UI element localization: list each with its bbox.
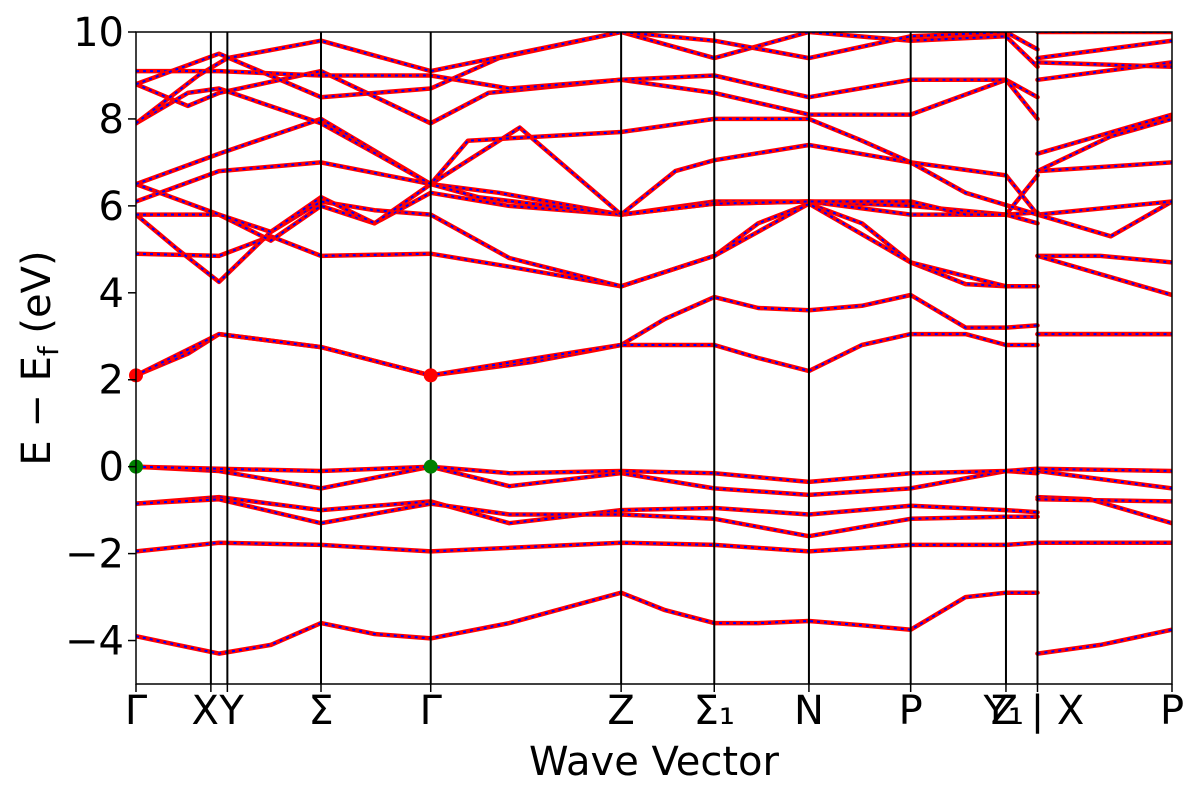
band-11-segment-2: [1035, 199, 1172, 239]
band-9-segment-2: [1035, 253, 1172, 265]
band-line-overlay: [1037, 628, 1172, 655]
x-tick-label: Σ: [308, 688, 333, 734]
band-line-overlay: [1037, 200, 1172, 216]
x-tick-label: Γ: [420, 688, 443, 734]
band-6-segment-2: [1035, 466, 1172, 474]
cbm-marker: [423, 368, 438, 383]
band-14-segment-1: [136, 116, 1040, 217]
y-axis-ticks: −4 −2 0 2 4 6 8 10: [65, 10, 136, 665]
band-line-overlay: [136, 32, 1039, 99]
band-14-segment-2: [1035, 116, 1172, 174]
band-line-overlay: [1037, 498, 1172, 503]
band-line: [1035, 253, 1172, 265]
x-tick-label: X: [191, 688, 218, 734]
band-line: [136, 331, 1040, 378]
band-line: [1035, 199, 1172, 239]
y-tick-label: −2: [65, 532, 124, 578]
band-line-overlay: [1037, 254, 1172, 296]
band-17-segment-2: [1035, 60, 1172, 70]
band-line-overlay: [136, 200, 1038, 288]
plot-frame: [135, 31, 1173, 685]
x-tick-label: P: [1160, 688, 1184, 734]
band-5-segment-2: [1035, 468, 1172, 491]
x-tick-label: P: [899, 688, 923, 734]
band-13-segment-2: [1035, 160, 1172, 174]
band-line-overlay: [136, 70, 1038, 125]
y-tick-label: −4: [65, 619, 124, 665]
band-2-segment-1: [136, 540, 1172, 554]
band-16-segment-1: [136, 68, 1040, 126]
band-line-overlay: [136, 32, 1038, 125]
y-tick-label: 8: [99, 97, 124, 143]
band-4-segment-2: [1035, 497, 1172, 504]
x-tick-label: Γ: [125, 688, 148, 734]
plot-area: [129, 31, 1173, 685]
band-1-segment-1: [136, 590, 1040, 656]
y-tick-label: 6: [99, 184, 124, 230]
band-line-overlay: [1037, 39, 1172, 60]
band-12-segment-2: [1035, 199, 1172, 217]
band-line-overlay: [1037, 467, 1172, 472]
y-tick-label: 4: [99, 271, 124, 317]
band-19-segment-1: [136, 32, 1040, 126]
band-line-overlay: [1037, 61, 1172, 68]
band-line: [136, 201, 1040, 289]
band-12-segment-1: [136, 181, 1040, 235]
band-line-overlay: [136, 333, 1038, 377]
band-13-segment-1: [136, 160, 1040, 217]
band-line-overlay: [136, 191, 1038, 242]
x-tick-label: N: [794, 688, 824, 734]
band-15-segment-2: [1035, 112, 1172, 156]
x-axis-label: Wave Vector: [529, 739, 780, 785]
y-tick-label: 0: [99, 445, 124, 491]
band-line: [136, 32, 1040, 100]
y-axis-label: E − Ef (eV): [14, 250, 65, 465]
band-line-overlay: [136, 161, 1039, 216]
x-tick-label: Σ₁: [694, 688, 735, 734]
band-line: [1035, 468, 1172, 491]
vbm-marker: [423, 459, 438, 474]
band-1-segment-2: [1035, 627, 1172, 656]
band-9-segment-1: [136, 201, 1040, 289]
band-line-overlay: [136, 591, 1038, 655]
band-line: [1035, 116, 1172, 174]
y-tick-label: 2: [99, 358, 124, 404]
x-tick-label: Z | X: [991, 688, 1085, 734]
x-tick-label: Y₁: [983, 688, 1024, 734]
gap-markers: [129, 368, 438, 474]
band-line-overlay: [1037, 470, 1172, 490]
band-line: [1035, 627, 1172, 656]
y-tick-label: 10: [73, 10, 124, 56]
band-line-overlay: [136, 202, 1038, 288]
high-symmetry-lines: [209, 32, 1039, 684]
band-line-overlay: [1037, 113, 1172, 155]
band-line: [136, 86, 1040, 217]
band-18-segment-1: [136, 32, 1040, 100]
band-15-segment-1: [136, 86, 1040, 217]
x-tick-label: Z: [607, 688, 634, 734]
x-tick-label: Y: [218, 688, 244, 734]
bands: [136, 32, 1172, 656]
band-line-overlay: [1037, 161, 1172, 173]
band-8-segment-1: [136, 331, 1040, 378]
band-18-segment-2: [1035, 38, 1172, 61]
band-line: [1035, 38, 1172, 61]
band-10-segment-2: [1035, 253, 1172, 298]
band-line-overlay: [136, 117, 1039, 216]
band-line-overlay: [136, 183, 1038, 234]
